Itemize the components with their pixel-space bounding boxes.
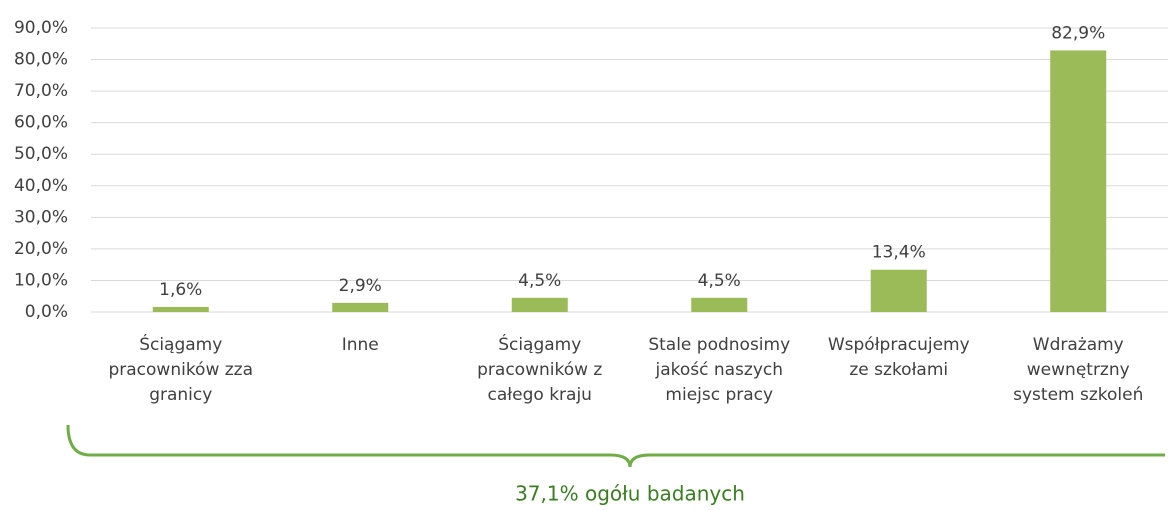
y-tick-label: 50,0%	[14, 144, 68, 164]
y-tick-label: 20,0%	[14, 239, 68, 259]
y-tick-label: 0,0%	[25, 302, 68, 322]
y-tick-label: 90,0%	[14, 18, 68, 38]
y-tick-label: 10,0%	[14, 270, 68, 290]
bracket	[66, 424, 1165, 468]
data-label: 82,9%	[1051, 23, 1105, 43]
annotation: 37,1% ogółu badanych	[515, 482, 745, 506]
x-tick-label: Stale podnosimy jakość naszych miejsc prac…	[648, 335, 790, 405]
bar	[332, 302, 389, 312]
bar	[870, 269, 927, 312]
bar	[691, 297, 748, 312]
data-label: 1,6%	[159, 280, 202, 300]
x-tick-label: Wdrażamy wewnętrzny system szkoleń	[1013, 335, 1143, 405]
data-label: 4,5%	[698, 271, 741, 291]
y-tick-label: 60,0%	[14, 113, 68, 133]
x-tick-label: Ściągamy pracowników zza granicy	[108, 333, 253, 405]
bar	[152, 306, 209, 312]
bar	[1050, 50, 1107, 312]
y-tick-label: 70,0%	[14, 81, 68, 101]
bar	[511, 297, 568, 312]
x-tick-label: Ściągamy pracowników z całego kraju	[477, 333, 602, 405]
data-label: 2,9%	[339, 276, 382, 296]
x-tick-label: Inne	[342, 335, 379, 355]
y-tick-label: 30,0%	[14, 207, 68, 227]
data-label: 4,5%	[518, 271, 561, 291]
y-tick-label: 40,0%	[14, 176, 68, 196]
data-label: 13,4%	[872, 243, 926, 263]
y-tick-label: 80,0%	[14, 50, 68, 70]
x-tick-label: Współpracujemy ze szkołami	[828, 335, 970, 380]
